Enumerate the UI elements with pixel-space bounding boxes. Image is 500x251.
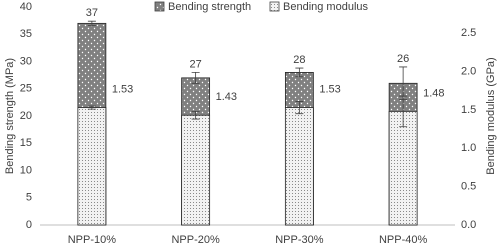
y2-tick-label: 0.5: [461, 181, 476, 193]
data-label: 26: [397, 53, 409, 65]
y-axis-title: Bending strength (MPa): [4, 58, 16, 174]
y2-tick-label: 2.0: [461, 65, 476, 77]
data-label: 28: [293, 54, 305, 66]
error-bar: [295, 101, 304, 115]
data-label: 1.53: [319, 83, 340, 95]
error-bar: [191, 72, 200, 84]
y-tick-label: 40: [20, 1, 32, 13]
legend-label: Bending strength: [168, 1, 251, 13]
bar: [77, 107, 107, 226]
y-tick-label: 30: [20, 55, 32, 67]
data-label: 1.53: [112, 83, 133, 95]
error-bar: [87, 20, 96, 26]
y-tick-label: 25: [20, 83, 32, 95]
x-tick-label: NPP-20%: [171, 234, 220, 246]
y-tick-label: 20: [20, 110, 32, 122]
data-label: 1.48: [423, 87, 444, 99]
data-label: 27: [190, 58, 202, 70]
legend-swatch: [269, 1, 280, 12]
y2-tick-label: 2.5: [461, 27, 476, 39]
bar: [284, 107, 314, 226]
bar: [388, 110, 418, 226]
y2-tick-label: 1.0: [461, 142, 476, 154]
x-tick-label: NPP-30%: [275, 234, 324, 246]
error-bar: [87, 105, 96, 110]
y-tick-label: 35: [20, 28, 32, 40]
y2-tick-label: 0.0: [461, 219, 476, 231]
y-tick-label: 10: [20, 164, 32, 176]
legend-label: Bending modulus: [283, 1, 369, 13]
y-tick-label: 5: [26, 192, 32, 204]
error-bar: [295, 67, 304, 78]
error-bar: [399, 95, 408, 128]
data-label: 37: [86, 7, 98, 19]
y-tick-label: 15: [20, 137, 32, 149]
bar: [181, 114, 211, 226]
data-label: 1.43: [216, 91, 237, 103]
y2-tick-label: 1.5: [461, 104, 476, 116]
error-bar: [191, 110, 200, 120]
legend-swatch: [154, 1, 165, 12]
x-tick-label: NPP-40%: [379, 234, 428, 246]
x-tick-label: NPP-10%: [68, 234, 117, 246]
y2-axis-title: Bending modulus (GPa): [485, 57, 497, 174]
y-tick-label: 0: [26, 219, 32, 231]
